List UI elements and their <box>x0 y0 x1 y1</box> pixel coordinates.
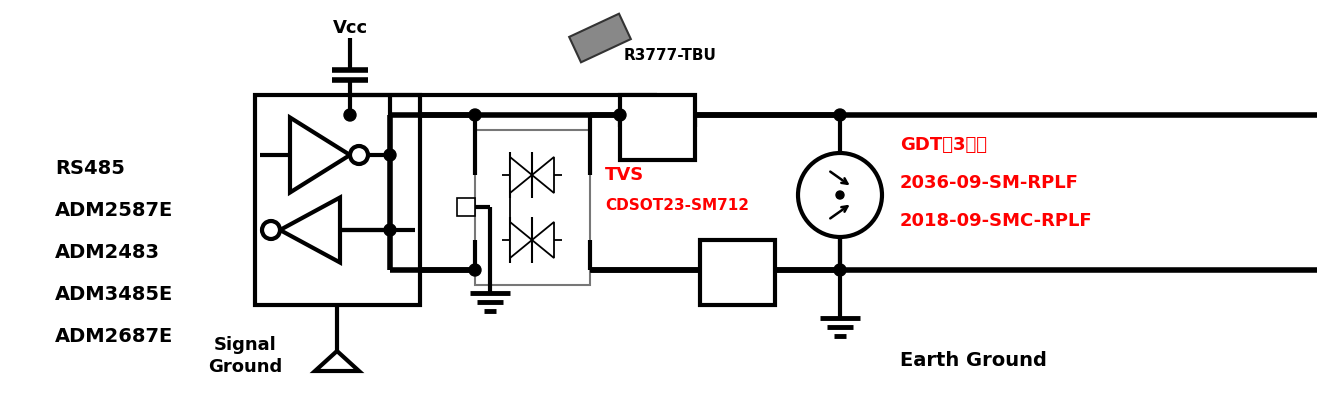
Text: 2036-09-SM-RPLF: 2036-09-SM-RPLF <box>900 174 1079 192</box>
Text: ADM2483: ADM2483 <box>55 242 159 261</box>
Text: Earth Ground: Earth Ground <box>900 351 1047 370</box>
Text: R3777-TBU: R3777-TBU <box>623 48 716 63</box>
Text: TVS: TVS <box>605 166 644 184</box>
Text: CDSOT23-SM712: CDSOT23-SM712 <box>605 198 749 213</box>
Circle shape <box>344 109 356 121</box>
Text: ADM2687E: ADM2687E <box>55 326 174 345</box>
Circle shape <box>385 224 396 236</box>
Text: Vcc: Vcc <box>332 19 367 37</box>
Polygon shape <box>510 157 532 193</box>
Polygon shape <box>315 351 360 371</box>
Circle shape <box>614 109 626 121</box>
Polygon shape <box>290 118 350 192</box>
Text: RS485: RS485 <box>55 158 125 177</box>
Circle shape <box>834 109 846 121</box>
Bar <box>255 95 420 305</box>
Polygon shape <box>532 157 554 193</box>
Circle shape <box>350 146 367 164</box>
Polygon shape <box>532 222 554 258</box>
Polygon shape <box>569 14 631 62</box>
Bar <box>701 240 774 305</box>
Text: Signal: Signal <box>213 336 277 354</box>
Circle shape <box>834 264 846 276</box>
Text: ADM3485E: ADM3485E <box>55 284 174 303</box>
Circle shape <box>469 109 481 121</box>
Bar <box>620 95 695 160</box>
Text: ADM2587E: ADM2587E <box>55 200 174 219</box>
Circle shape <box>385 149 396 161</box>
Circle shape <box>798 153 882 237</box>
Bar <box>475 130 590 285</box>
Circle shape <box>262 221 281 239</box>
Text: GDT（3极）: GDT（3极） <box>900 136 986 154</box>
Circle shape <box>836 191 844 199</box>
Text: Ground: Ground <box>208 358 282 376</box>
Circle shape <box>469 264 481 276</box>
Polygon shape <box>510 222 532 258</box>
Polygon shape <box>281 198 340 263</box>
Bar <box>457 198 475 216</box>
Text: 2018-09-SMC-RPLF: 2018-09-SMC-RPLF <box>900 212 1093 230</box>
